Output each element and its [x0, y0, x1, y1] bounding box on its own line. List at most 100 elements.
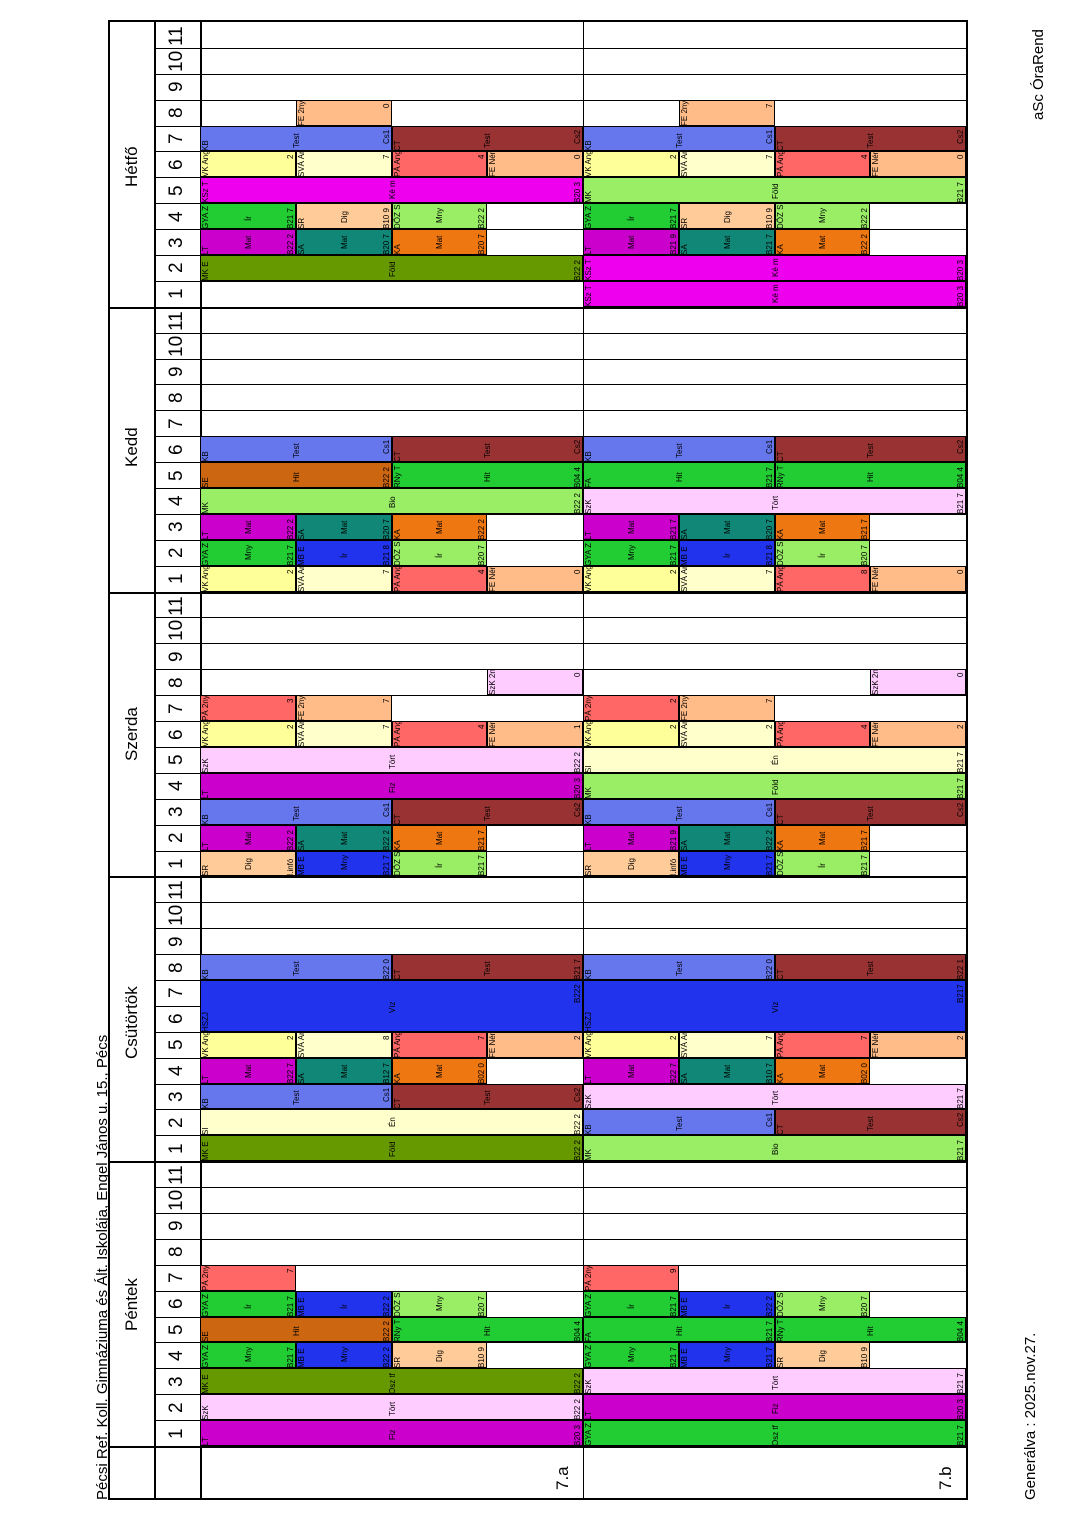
lesson-cell[interactable]: FE 2ny 7: [678, 695, 775, 722]
lesson-cell[interactable]: SzK Tört B21 7: [583, 1083, 966, 1110]
lesson-cell[interactable]: GYA Z Ír B21 7: [200, 203, 296, 230]
lesson-cell[interactable]: KSz T Ké m B20 3: [583, 280, 966, 307]
lesson-cell[interactable]: DÖZ S Ír B20 7: [391, 539, 488, 566]
lesson-cell[interactable]: KA Mat B02 0: [774, 1057, 871, 1084]
lesson-cell[interactable]: SA Mat B22 2: [295, 824, 392, 851]
lesson-cell[interactable]: MB E Mny B22 2: [295, 1342, 392, 1369]
lesson-cell[interactable]: MK Föld B21 7: [583, 177, 966, 204]
lesson-cell[interactable]: FE Ném 2: [487, 1031, 583, 1058]
lesson-cell[interactable]: MB E Ír B21 8: [678, 539, 775, 566]
lesson-cell[interactable]: RNy T Hit B04 4: [774, 462, 966, 489]
lesson-cell[interactable]: GYA Z Mny B21 7: [583, 1342, 679, 1369]
lesson-cell[interactable]: MK E Föld B22 2: [200, 255, 583, 281]
lesson-cell[interactable]: SR Dig B10 9: [774, 1342, 871, 1369]
lesson-cell[interactable]: KB Test Cs1: [200, 1083, 392, 1110]
lesson-cell[interactable]: KB Test Cs1: [583, 798, 775, 825]
lesson-cell[interactable]: PÁ 2ny 3: [200, 695, 296, 722]
lesson-cell[interactable]: SVÁ Ang 2: [678, 721, 775, 747]
lesson-cell[interactable]: MK Föld B21 7: [583, 772, 966, 799]
lesson-cell[interactable]: MB E Mny B21 7: [678, 1342, 775, 1369]
lesson-cell[interactable]: HSZJ Víz B217: [583, 979, 966, 1032]
lesson-cell[interactable]: GYA Z Ír B21 7: [200, 1290, 296, 1317]
lesson-cell[interactable]: KA Mat B22 2: [774, 229, 871, 256]
lesson-cell[interactable]: FE Ném 0: [870, 565, 966, 592]
lesson-cell[interactable]: VK Ang 2: [200, 721, 296, 747]
lesson-cell[interactable]: SzK Tört B21 7: [583, 488, 966, 514]
lesson-cell[interactable]: CT Test Cs2: [774, 1109, 966, 1136]
lesson-cell[interactable]: DÖZ S Mny B22 2: [774, 203, 871, 230]
lesson-cell[interactable]: CT Test B22 1: [774, 954, 966, 980]
lesson-cell[interactable]: SR Dig I.infó: [200, 850, 296, 877]
lesson-cell[interactable]: CT Test Cs2: [774, 436, 966, 463]
lesson-cell[interactable]: LT Mat B22 2: [200, 229, 296, 256]
lesson-cell[interactable]: MB E Ír B22 2: [678, 1290, 775, 1317]
lesson-cell[interactable]: FE 2ny 0: [295, 99, 392, 126]
lesson-cell[interactable]: FE 2ny 7: [295, 695, 392, 722]
lesson-cell[interactable]: SVÁ Ang 7: [678, 1031, 775, 1058]
lesson-cell[interactable]: VK Ang 2: [583, 151, 679, 178]
lesson-cell[interactable]: CT Test Cs2: [391, 1083, 583, 1110]
lesson-cell[interactable]: KA Mat B21 7: [391, 824, 488, 851]
lesson-cell[interactable]: VK Ang 2: [583, 721, 679, 747]
lesson-cell[interactable]: FE Ném 2: [870, 1031, 966, 1058]
lesson-cell[interactable]: SzK Tört B22 2: [200, 746, 583, 773]
lesson-cell[interactable]: SI Én B22 2: [200, 1109, 583, 1136]
lesson-cell[interactable]: CT Test B21 7: [391, 954, 583, 980]
lesson-cell[interactable]: SVÁ Ang 7: [678, 151, 775, 178]
lesson-cell[interactable]: RNy T Hit B04 4: [391, 462, 583, 489]
lesson-cell[interactable]: FE Ném 0: [487, 565, 583, 592]
lesson-cell[interactable]: SzK 2ny 0: [870, 669, 966, 696]
lesson-cell[interactable]: GYA Z Osz tf B21 7: [583, 1420, 966, 1446]
lesson-cell[interactable]: SVÁ Ang 7: [678, 565, 775, 592]
lesson-cell[interactable]: KB Test Cs1: [583, 436, 775, 463]
lesson-cell[interactable]: SR Dig B10 9: [295, 203, 392, 230]
lesson-cell[interactable]: DÖZ S Mny B20 7: [774, 1290, 871, 1317]
lesson-cell[interactable]: MK Bio B22 2: [200, 488, 583, 514]
lesson-cell[interactable]: RNy T Hit B04 4: [391, 1316, 583, 1343]
lesson-cell[interactable]: SA Mat B12 7: [295, 1057, 392, 1084]
lesson-cell[interactable]: LT Fiz B20 3: [200, 772, 583, 799]
lesson-cell[interactable]: SA Mat B10 7: [678, 1057, 775, 1084]
lesson-cell[interactable]: CT Test Cs2: [391, 125, 583, 152]
lesson-cell[interactable]: KB Test Cs1: [583, 125, 775, 152]
lesson-cell[interactable]: VK Ang 2: [583, 1031, 679, 1058]
lesson-cell[interactable]: SVÁ Ang 7: [295, 151, 392, 178]
lesson-cell[interactable]: DÖZ S Ír B21 7: [774, 850, 871, 877]
lesson-cell[interactable]: LT Fiz B20 3: [200, 1420, 583, 1446]
lesson-cell[interactable]: PÁ Ang 4: [391, 721, 488, 747]
lesson-cell[interactable]: PÁ Ang 4: [774, 151, 871, 178]
lesson-cell[interactable]: PÁ 2ny 7: [200, 1264, 296, 1291]
lesson-cell[interactable]: SR Dig B10 9: [678, 203, 775, 230]
lesson-cell[interactable]: LT Mat B21 9: [583, 229, 679, 256]
lesson-cell[interactable]: KA Mat B21 7: [774, 824, 871, 851]
lesson-cell[interactable]: CT Test Cs2: [774, 798, 966, 825]
lesson-cell[interactable]: GYA Z Mny B21 7: [200, 1342, 296, 1369]
lesson-cell[interactable]: GYA Z Ír B21 7: [583, 203, 679, 230]
lesson-cell[interactable]: LT Mat B22 7: [583, 1057, 679, 1084]
lesson-cell[interactable]: LT Mat B22 7: [200, 1057, 296, 1084]
lesson-cell[interactable]: GYA Z Mny B21 7: [200, 539, 296, 566]
lesson-cell[interactable]: SI Én B21 7: [583, 746, 966, 773]
lesson-cell[interactable]: FE Ném 0: [870, 151, 966, 178]
lesson-cell[interactable]: PÁ 2ny 9: [583, 1264, 679, 1291]
lesson-cell[interactable]: KA Mat B22 2: [391, 513, 488, 540]
lesson-cell[interactable]: LT Mat B22 2: [200, 824, 296, 851]
lesson-cell[interactable]: MB E Ír B22 2: [295, 1290, 392, 1317]
lesson-cell[interactable]: KA Mat B20 7: [391, 229, 488, 256]
lesson-cell[interactable]: LT Mat B21 7: [583, 513, 679, 540]
lesson-cell[interactable]: FE Ném 1: [487, 721, 583, 747]
lesson-cell[interactable]: VK Ang 2: [583, 565, 679, 592]
lesson-cell[interactable]: PÁ Ang 4: [774, 721, 871, 747]
lesson-cell[interactable]: HSZJ Víz B222: [200, 979, 583, 1032]
lesson-cell[interactable]: DÖZ S Ír B21 7: [391, 850, 488, 877]
lesson-cell[interactable]: KA Mat B02 0: [391, 1057, 488, 1084]
lesson-cell[interactable]: SA Mat B20 7: [678, 513, 775, 540]
lesson-cell[interactable]: KB Test Cs1: [200, 125, 392, 152]
lesson-cell[interactable]: FE Ném 0: [487, 151, 583, 178]
lesson-cell[interactable]: SzK Tört B21 7: [583, 1368, 966, 1395]
lesson-cell[interactable]: KB Test Cs1: [583, 1109, 775, 1136]
lesson-cell[interactable]: KB Test Cs1: [200, 798, 392, 825]
lesson-cell[interactable]: CT Test Cs2: [391, 436, 583, 463]
lesson-cell[interactable]: KSz T Ké m B20 3: [200, 177, 583, 204]
lesson-cell[interactable]: KB Test Cs1: [200, 436, 392, 463]
